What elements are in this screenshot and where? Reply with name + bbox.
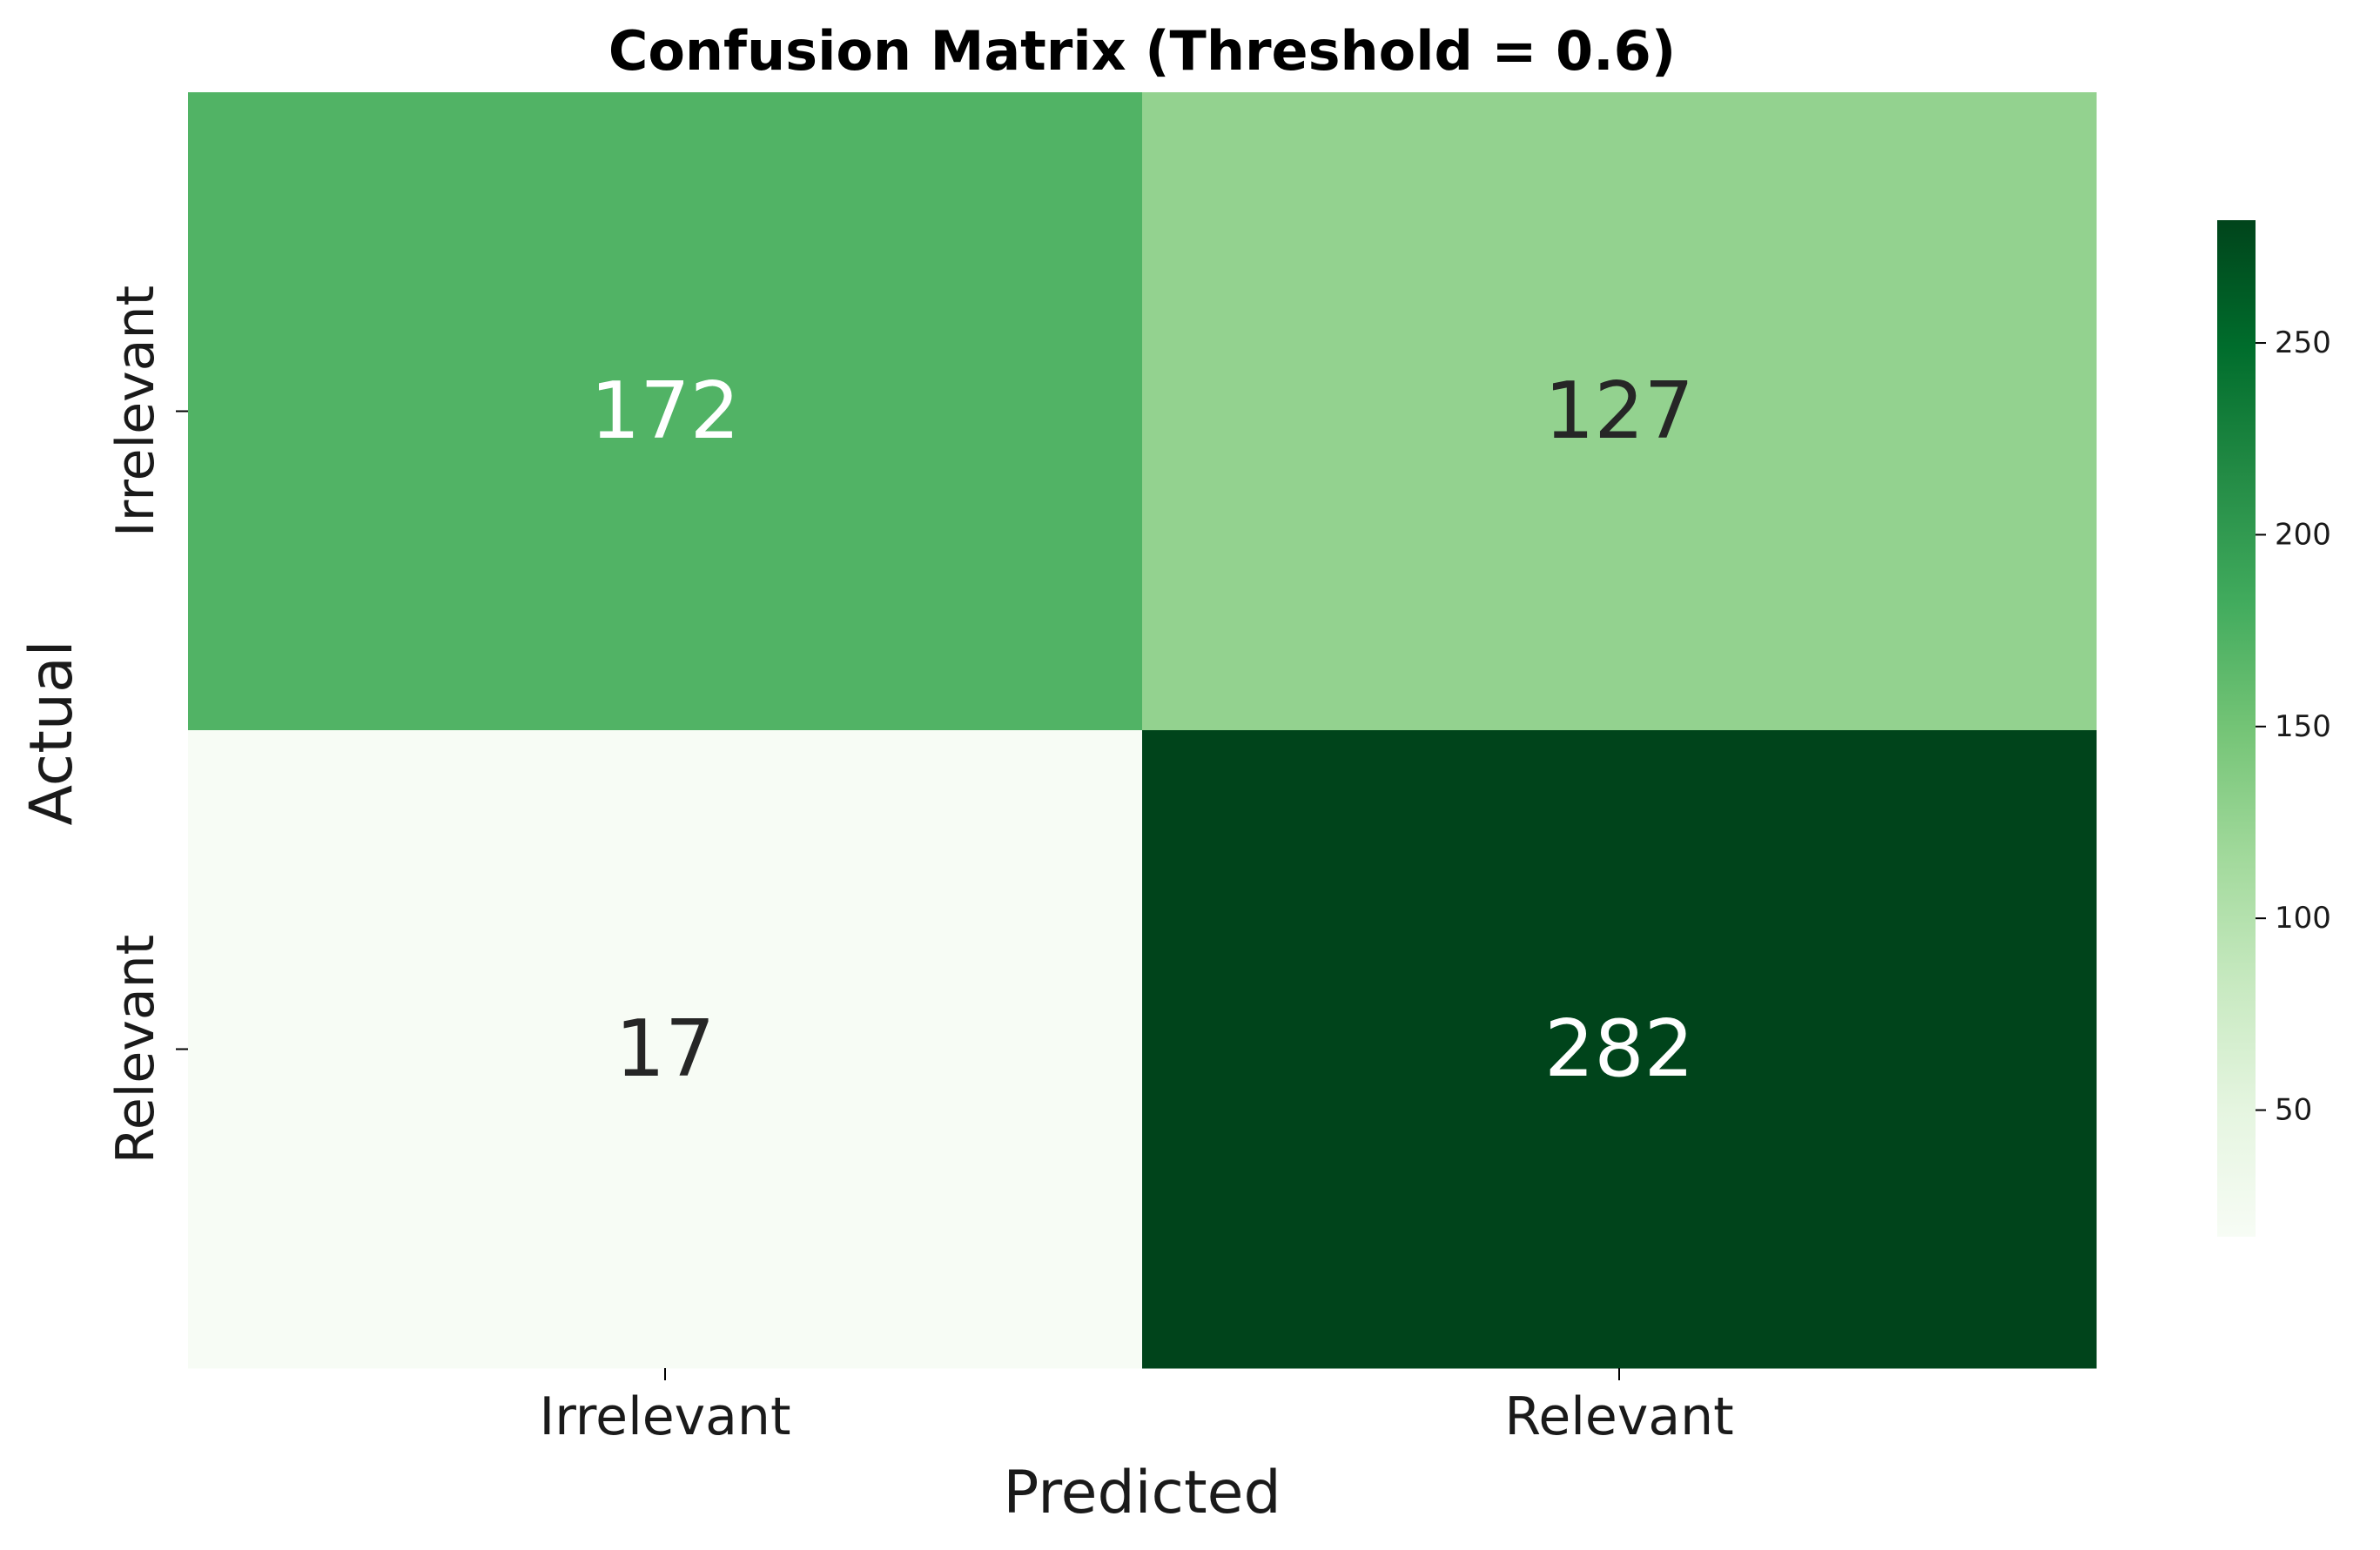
heatmap-cell-1-1: [1142, 730, 2097, 1369]
x-axis-ticks: Irrelevant Relevant: [540, 1368, 1734, 1447]
heatmap-cell-0-1: [1142, 92, 2097, 731]
x-axis-label: Predicted: [1003, 1459, 1281, 1527]
colorbar-tick-label: 250: [2275, 325, 2331, 360]
colorbar: [2217, 220, 2256, 1237]
x-tick-label: Relevant: [1504, 1386, 1733, 1447]
cell-value-0-1: 127: [1544, 366, 1694, 457]
heatmap-cell-labels: 172 127 17 282: [590, 366, 1694, 1095]
heatmap-cell-0-0: [188, 92, 1143, 731]
heatmap-cells: [188, 92, 2097, 1369]
cell-value-1-0: 17: [615, 1003, 716, 1095]
heatmap-cell-1-0: [188, 730, 1143, 1369]
cell-value-0-0: 172: [590, 366, 740, 457]
chart-title: Confusion Matrix (Threshold = 0.6): [608, 19, 1676, 83]
y-axis-label: Actual: [17, 640, 86, 825]
y-axis-ticks: Irrelevant Relevant: [105, 285, 188, 1164]
colorbar-tick-label: 150: [2275, 709, 2331, 744]
y-tick-label: Irrelevant: [105, 285, 166, 537]
colorbar-tick-label: 100: [2275, 901, 2331, 936]
colorbar-ticks: 50 100 150 200 250: [2256, 325, 2331, 1128]
x-tick-label: Irrelevant: [540, 1386, 791, 1447]
colorbar-tick-label: 200: [2275, 517, 2331, 552]
y-tick-label: Relevant: [105, 935, 166, 1164]
colorbar-tick-label: 50: [2275, 1093, 2312, 1128]
cell-value-1-1: 282: [1544, 1003, 1694, 1095]
